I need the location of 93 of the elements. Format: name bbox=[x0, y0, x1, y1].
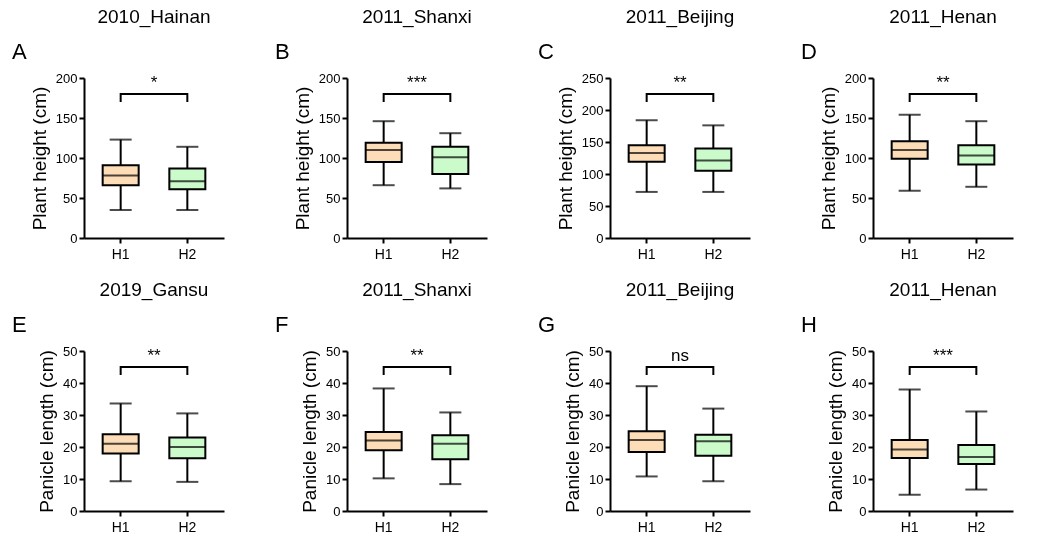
y-tick-label: 50 bbox=[63, 190, 78, 206]
y-axis-title: Panicle length (cm) bbox=[825, 350, 847, 513]
y-tick-label: 50 bbox=[589, 343, 604, 359]
y-tick-label: 50 bbox=[589, 198, 604, 214]
text: B bbox=[275, 39, 290, 64]
y-tick-label: 20 bbox=[589, 439, 604, 455]
x-tick-label: H2 bbox=[441, 518, 460, 535]
y-tick-label: 0 bbox=[596, 230, 604, 246]
chart-title: 2011_Beijing bbox=[625, 6, 735, 28]
x-tick-label: H1 bbox=[374, 518, 393, 535]
y-axis-title: Plant height (cm) bbox=[554, 86, 576, 231]
x-tick-label: H1 bbox=[637, 245, 656, 262]
y-tick-label: 150 bbox=[844, 110, 867, 126]
x-tick-label: H1 bbox=[900, 518, 919, 535]
x-tick-label: H2 bbox=[178, 245, 197, 262]
y-tick-label: 10 bbox=[63, 471, 78, 487]
y-tick-label: 40 bbox=[589, 375, 604, 391]
y-tick-label: 0 bbox=[596, 503, 604, 519]
y-tick-label: 30 bbox=[63, 407, 78, 423]
annotation: ** bbox=[410, 346, 424, 365]
y-axis-title: Panicle length (cm) bbox=[299, 350, 321, 513]
text: C bbox=[538, 39, 554, 64]
annotation: ** bbox=[673, 73, 687, 92]
y-tick-label: 150 bbox=[318, 110, 341, 126]
y-tick-label: 200 bbox=[55, 70, 78, 86]
annotation: *** bbox=[933, 346, 954, 365]
y-axis-title: Panicle length (cm) bbox=[36, 350, 58, 513]
x-tick-label: H1 bbox=[374, 245, 393, 262]
y-tick-label: 250 bbox=[581, 70, 604, 86]
x-tick-label: H2 bbox=[967, 245, 986, 262]
y-tick-label: 40 bbox=[852, 375, 867, 391]
annotation: * bbox=[150, 73, 158, 92]
text: E bbox=[12, 312, 27, 337]
y-tick-label: 0 bbox=[70, 503, 78, 519]
annotation: ** bbox=[147, 346, 161, 365]
x-tick-label: H1 bbox=[900, 245, 919, 262]
y-tick-label: 50 bbox=[852, 343, 867, 359]
x-tick-label: H2 bbox=[704, 518, 723, 535]
y-tick-label: 40 bbox=[63, 375, 78, 391]
y-tick-label: 10 bbox=[589, 471, 604, 487]
x-tick-label: H2 bbox=[178, 518, 197, 535]
y-axis-title: Plant height (cm) bbox=[817, 86, 839, 231]
text: D bbox=[801, 39, 817, 64]
y-tick-label: 50 bbox=[326, 343, 341, 359]
y-tick-label: 150 bbox=[581, 134, 604, 150]
chart-title: 2011_Henan bbox=[889, 6, 997, 28]
y-tick-label: 20 bbox=[852, 439, 867, 455]
y-tick-label: 20 bbox=[326, 439, 341, 455]
y-axis-title: Plant height (cm) bbox=[28, 86, 50, 231]
y-tick-label: 0 bbox=[859, 503, 867, 519]
y-tick-label: 0 bbox=[70, 230, 78, 246]
chart-title: 2010_Hainan bbox=[97, 6, 211, 28]
text: H bbox=[801, 312, 817, 337]
chart-title: 2011_Shanxi bbox=[362, 279, 472, 301]
x-tick-label: H2 bbox=[441, 245, 460, 262]
y-tick-label: 0 bbox=[333, 503, 341, 519]
y-tick-label: 30 bbox=[589, 407, 604, 423]
annotation: *** bbox=[407, 73, 428, 92]
y-tick-label: 10 bbox=[326, 471, 341, 487]
chart-title: 2011_Shanxi bbox=[362, 6, 472, 28]
y-tick-label: 0 bbox=[333, 230, 341, 246]
y-tick-label: 200 bbox=[318, 70, 341, 86]
y-tick-label: 100 bbox=[318, 150, 341, 166]
y-tick-label: 50 bbox=[63, 343, 78, 359]
text: F bbox=[275, 312, 289, 337]
y-tick-label: 20 bbox=[63, 439, 78, 455]
annotation: ** bbox=[936, 73, 950, 92]
y-tick-label: 100 bbox=[55, 150, 78, 166]
y-tick-label: 40 bbox=[326, 375, 341, 391]
y-tick-label: 50 bbox=[852, 190, 867, 206]
x-tick-label: H1 bbox=[637, 518, 656, 535]
text: G bbox=[538, 312, 556, 337]
y-tick-label: 50 bbox=[326, 190, 341, 206]
y-tick-label: 10 bbox=[852, 471, 867, 487]
annotation: ns bbox=[671, 346, 689, 365]
y-tick-label: 100 bbox=[581, 166, 604, 182]
y-tick-label: 150 bbox=[55, 110, 78, 126]
chart-title: 2011_Beijing bbox=[625, 279, 735, 301]
x-tick-label: H1 bbox=[111, 245, 130, 262]
chart-title: 2019_Gansu bbox=[99, 279, 209, 301]
x-tick-label: H2 bbox=[704, 245, 723, 262]
y-tick-label: 200 bbox=[581, 102, 604, 118]
y-tick-label: 0 bbox=[859, 230, 867, 246]
text: A bbox=[12, 39, 27, 64]
y-axis-title: Panicle length (cm) bbox=[562, 350, 584, 513]
y-tick-label: 200 bbox=[844, 70, 867, 86]
y-axis-title: Plant height (cm) bbox=[291, 86, 313, 231]
x-tick-label: H2 bbox=[967, 518, 986, 535]
chart-title: 2011_Henan bbox=[889, 279, 997, 301]
y-tick-label: 30 bbox=[326, 407, 341, 423]
x-tick-label: H1 bbox=[111, 518, 130, 535]
y-tick-label: 100 bbox=[844, 150, 867, 166]
y-tick-label: 30 bbox=[852, 407, 867, 423]
